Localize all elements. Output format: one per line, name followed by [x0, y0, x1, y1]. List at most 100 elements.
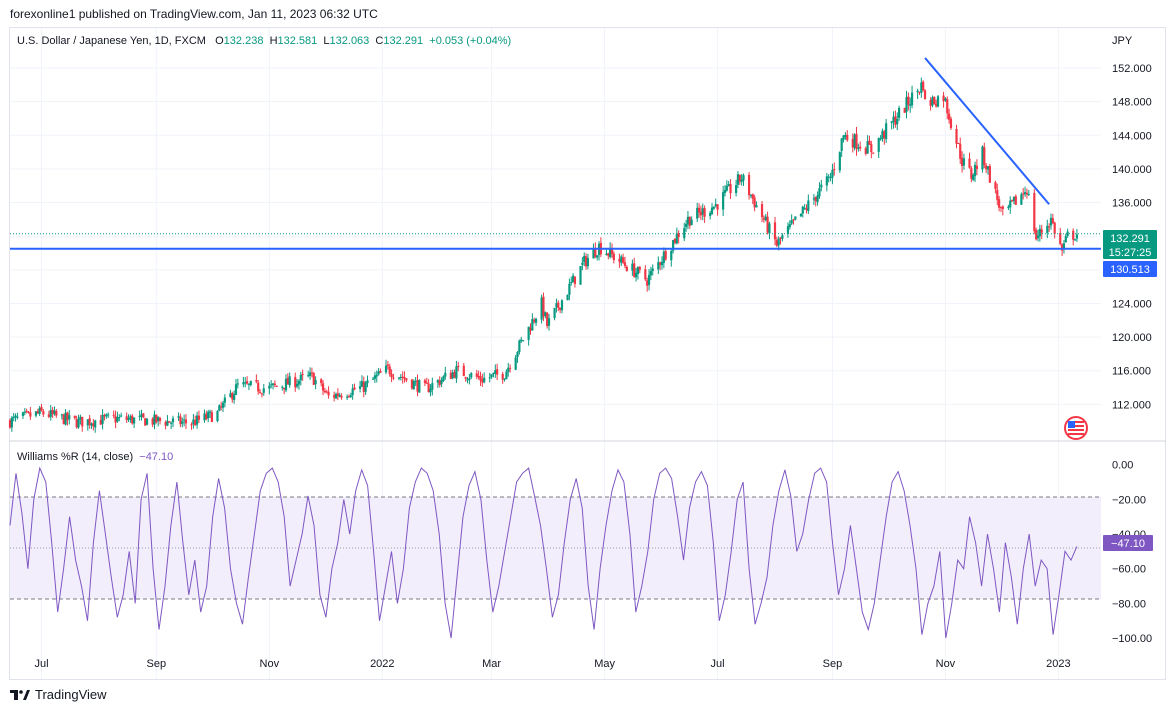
- candle-body: [464, 377, 467, 379]
- candle-body: [883, 131, 886, 139]
- candle-body: [799, 213, 803, 217]
- candle-body: [534, 318, 538, 323]
- candle-body: [190, 424, 193, 426]
- candle-body: [586, 258, 590, 267]
- candle-body: [696, 207, 699, 219]
- candle-body: [457, 365, 460, 367]
- price-tick-label: 140.000: [1112, 164, 1152, 176]
- candle-body: [818, 188, 821, 197]
- candle-body: [781, 235, 784, 239]
- candle-body: [714, 204, 717, 207]
- candle-body: [207, 411, 210, 419]
- candle-body: [481, 379, 484, 383]
- brand-name: TradingView: [35, 687, 107, 702]
- candle-body: [762, 218, 765, 220]
- candle-body: [1027, 193, 1030, 195]
- candle-body: [38, 408, 41, 415]
- candle-body: [699, 211, 703, 216]
- candle-body: [377, 371, 380, 375]
- high-value: 132.581: [277, 35, 318, 47]
- candle-body: [1007, 206, 1010, 208]
- candle-body: [373, 375, 377, 379]
- candle-body: [659, 262, 662, 265]
- candle-body: [998, 199, 1001, 208]
- candle-body: [453, 372, 456, 378]
- candle-body: [703, 208, 706, 217]
- candle-body: [236, 383, 239, 385]
- candle-body: [634, 272, 638, 278]
- candle-body: [609, 247, 612, 257]
- candle-body: [831, 169, 834, 178]
- candle-body: [77, 418, 80, 428]
- candle-body: [60, 414, 63, 416]
- candle-body: [325, 391, 328, 393]
- candle-body: [451, 372, 454, 379]
- candle-body: [362, 381, 365, 392]
- candle-body: [1033, 193, 1036, 232]
- candle-body: [571, 275, 575, 283]
- candle-body: [768, 223, 771, 234]
- footer[interactable]: TradingView: [10, 687, 107, 702]
- candle-body: [103, 415, 106, 417]
- candle-body: [171, 418, 175, 423]
- candle-body: [220, 406, 223, 408]
- candle-body: [544, 312, 547, 316]
- close-label: C: [375, 35, 384, 47]
- candle-body: [203, 413, 206, 421]
- candle-body: [675, 233, 678, 244]
- candle-body: [988, 165, 991, 183]
- candle-body: [390, 373, 393, 378]
- time-tick-label: May: [594, 658, 615, 670]
- candle-body: [623, 262, 627, 266]
- candle-body: [314, 380, 317, 385]
- candle-body: [942, 95, 945, 102]
- candle-body: [833, 169, 836, 171]
- candle-body: [710, 207, 714, 215]
- candle-body: [270, 384, 273, 386]
- candle-body: [257, 382, 260, 392]
- price-tick-label: 116.000: [1112, 366, 1151, 378]
- candle-body: [1025, 192, 1029, 195]
- candle-body: [333, 395, 336, 398]
- candle-body: [53, 410, 56, 415]
- candle-body: [284, 378, 288, 391]
- price-tick-label: 152.000: [1112, 63, 1152, 75]
- candle-body: [192, 419, 195, 425]
- time-tick-label: 2022: [370, 658, 394, 670]
- level-tag: [1103, 261, 1157, 277]
- candle-body: [449, 372, 452, 379]
- candle-body: [410, 379, 414, 389]
- candle-body: [855, 133, 858, 149]
- candle-body: [120, 415, 123, 417]
- candle-body: [909, 104, 912, 106]
- candle-body: [479, 376, 482, 381]
- candle-body: [281, 386, 284, 388]
- candle-body: [412, 380, 415, 390]
- candle-body: [949, 118, 953, 129]
- candle-body: [651, 268, 654, 272]
- candle-body: [25, 410, 28, 412]
- candle-body: [638, 266, 641, 270]
- candle-body: [533, 319, 536, 322]
- candle-body: [734, 185, 738, 194]
- candle-body: [885, 123, 888, 140]
- us-flag-icon[interactable]: [1064, 416, 1088, 440]
- candle-body: [442, 376, 445, 381]
- candle-body: [64, 412, 67, 425]
- candle-body: [401, 376, 404, 379]
- candle-body: [579, 266, 582, 285]
- candle-body: [505, 371, 508, 380]
- candle-body: [636, 267, 640, 275]
- candle-body: [436, 380, 439, 383]
- candle-body: [709, 212, 712, 217]
- candle-body: [825, 176, 828, 186]
- currency-label: JPY: [1112, 35, 1133, 47]
- candle-body: [842, 135, 845, 140]
- price-tick-label: 148.000: [1112, 97, 1152, 109]
- candle-body: [364, 382, 367, 392]
- candle-body: [477, 375, 480, 378]
- candle-body: [672, 240, 675, 251]
- candle-body: [509, 367, 512, 369]
- candle-body: [1036, 235, 1040, 239]
